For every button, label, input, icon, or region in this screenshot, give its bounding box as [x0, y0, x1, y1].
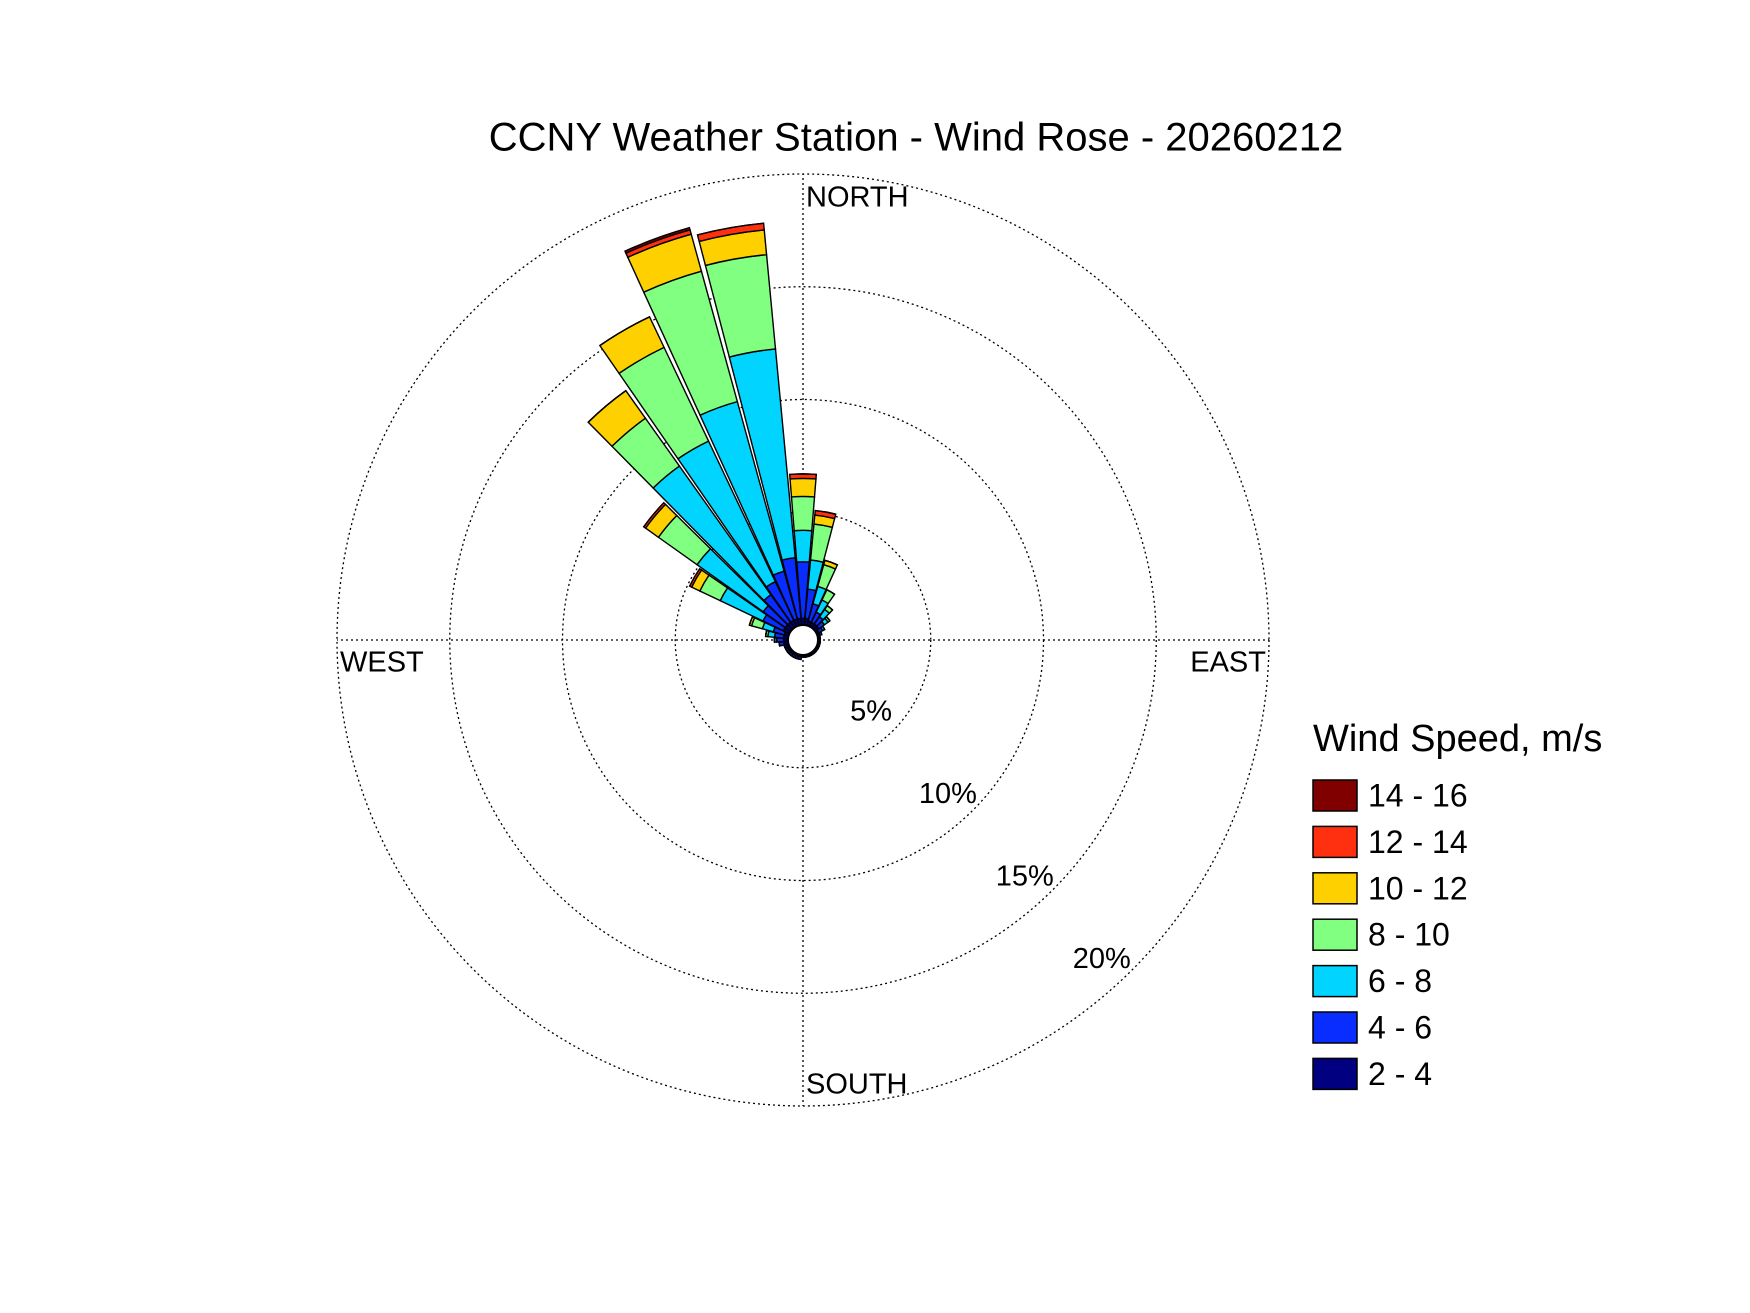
direction-label: WEST — [340, 647, 424, 679]
wind-segment — [826, 589, 835, 595]
wind-segment — [789, 477, 817, 498]
wind-segment — [697, 222, 764, 236]
wind-segment — [599, 316, 650, 347]
legend-label: 6 - 8 — [1368, 963, 1432, 999]
legend-swatch — [1312, 825, 1358, 859]
legend-label: 10 - 12 — [1368, 870, 1468, 906]
legend-title: Wind Speed, m/s — [1313, 718, 1602, 760]
direction-label: NORTH — [806, 182, 909, 214]
wind-segment — [793, 529, 813, 563]
legend-label: 4 - 6 — [1368, 1009, 1432, 1045]
legend-swatch — [1312, 1011, 1358, 1044]
wind-segment — [809, 523, 834, 564]
direction-label: SOUTH — [806, 1069, 908, 1101]
ring-label: 15% — [996, 861, 1054, 893]
wind-segment — [778, 642, 781, 647]
legend-label: 8 - 10 — [1368, 917, 1450, 953]
legend-label: 2 - 4 — [1368, 1056, 1432, 1092]
wind-segment — [789, 473, 817, 476]
wind-segment — [624, 226, 691, 255]
chart-title: CCNY Weather Station - Wind Rose - 20260… — [489, 116, 1344, 160]
legend-swatch — [1312, 918, 1358, 951]
legend-swatch — [1312, 872, 1358, 905]
legend-label: 12 - 14 — [1368, 824, 1468, 860]
ring-label: 20% — [1073, 943, 1131, 975]
legend-swatch — [1312, 1057, 1358, 1091]
wind-segment — [790, 495, 816, 532]
legend-swatch — [1312, 964, 1358, 998]
ring-label: 10% — [919, 778, 977, 810]
legend-label: 14 - 16 — [1368, 777, 1468, 813]
legend-swatch — [1312, 779, 1358, 812]
direction-label: EAST — [1190, 647, 1266, 679]
center-hole — [787, 624, 819, 656]
ring-label: 5% — [850, 696, 892, 728]
grid-ring — [449, 286, 1157, 994]
wind-segment — [797, 658, 802, 661]
wind-segment — [815, 509, 836, 515]
